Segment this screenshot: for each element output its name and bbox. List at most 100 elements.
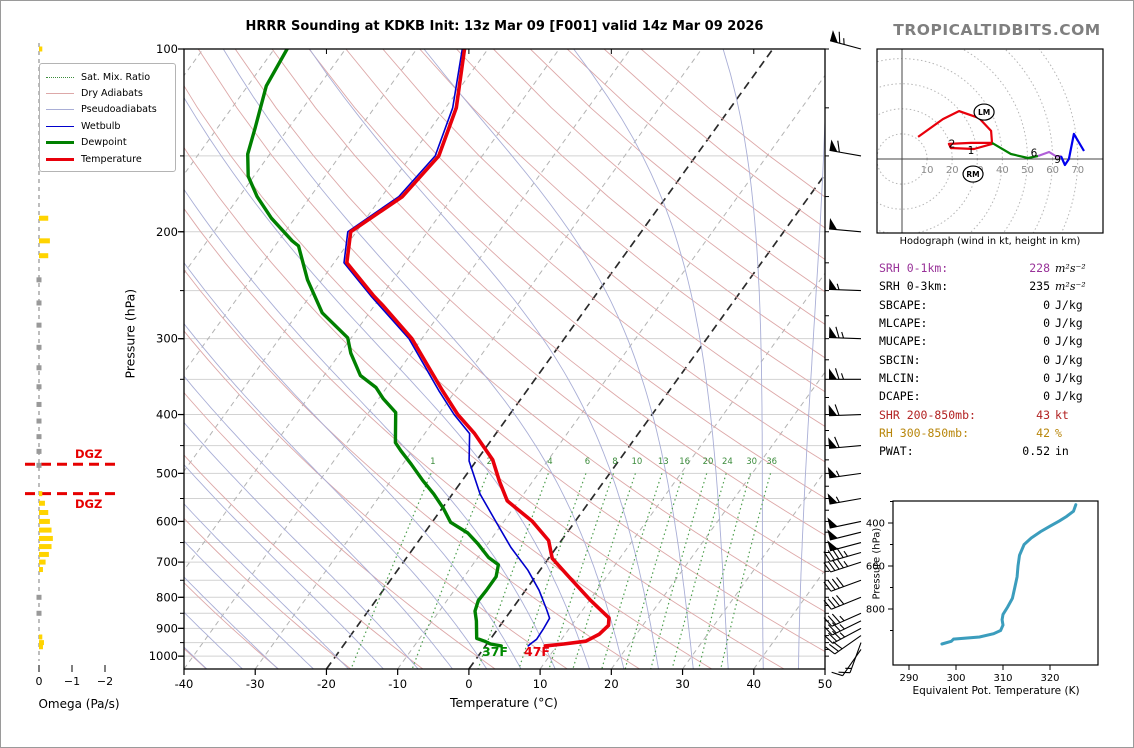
mixing-ratio-line [650, 473, 708, 669]
pseudoadiabat-line [184, 96, 590, 669]
legend-item: Dewpoint [46, 135, 169, 151]
temp-tick-label: 30 [675, 677, 690, 691]
stat-row: SBCIN: 0 J/kg [879, 350, 1107, 368]
pressure-tick-label: 500 [156, 466, 178, 480]
dry-adiabat-line [184, 582, 279, 669]
stat-row: SRH 0-3km: 235 m²s⁻² [879, 277, 1107, 295]
pressure-tick-label: 1000 [149, 649, 178, 663]
hodograph-ring-label: 10 [921, 165, 934, 176]
stat-value: 0 [1043, 334, 1050, 349]
left-mover-marker [973, 103, 995, 121]
stat-unit: kt [1055, 407, 1069, 422]
stat-unit: J/kg [1055, 389, 1083, 404]
pressure-tick-label: 200 [156, 225, 178, 239]
temp-tick-label: -40 [175, 677, 194, 691]
temperature-axis-label: Temperature (°C) [450, 695, 558, 710]
wind-barb [829, 368, 861, 380]
hodograph-trace-9-12km [1059, 132, 1085, 167]
pseudoadiabat-line [184, 375, 453, 669]
page-title: HRRR Sounding at KDKB Init: 13z Mar 09 [… [245, 19, 764, 34]
stat-label: SHR 200-850mb: [879, 407, 976, 422]
stats-panel: SRH 0-1km: 228 m²s⁻² SRH 0-3km: 235 m²s⁻² SBCA… [879, 259, 1107, 460]
stat-unit: J/kg [1055, 370, 1083, 385]
wind-barb [827, 540, 862, 552]
mixing-ratio-label: 24 [722, 457, 733, 467]
pseudoadiabat-line [798, 105, 825, 669]
pseudoadiabat-line [184, 421, 419, 669]
dgz-lower-label: DGZ [75, 497, 103, 511]
omega-bar [39, 238, 50, 244]
dry-adiabat-line [184, 454, 424, 669]
stat-unit: % [1055, 425, 1062, 440]
stat-label: MLCAPE: [879, 316, 928, 331]
stat-label: MUCAPE: [879, 334, 928, 349]
stat-label: RH 300-850mb: [879, 425, 970, 440]
mixing-ratio-label: 10 [631, 457, 642, 467]
hodograph-ring-label: 70 [1071, 165, 1084, 176]
pressure-tick-label: 600 [156, 514, 178, 528]
stat-row: MLCIN: 0 J/kg [879, 369, 1107, 387]
dry-adiabat-line [184, 392, 496, 669]
omega-bar [39, 527, 52, 533]
dry-adiabat-line [184, 330, 568, 669]
pressure-tick-label: 400 [156, 408, 178, 422]
hodograph-height-label: 6 [1031, 147, 1038, 159]
omega-bar [39, 634, 43, 640]
legend-line-sample [46, 157, 74, 161]
pressure-tick-label: 100 [156, 42, 178, 56]
mixing-ratio-line [350, 473, 432, 669]
thetae-y-tick-label: 600 [866, 562, 885, 573]
wind-barb [828, 436, 862, 449]
omega-bar [39, 253, 49, 259]
stat-label: PWAT: [879, 444, 914, 459]
legend-item-label: Wetbulb [81, 120, 121, 132]
stat-row: SRH 0-1km: 228 m²s⁻² [879, 259, 1107, 277]
stat-row: SBCAPE: 0 J/kg [879, 296, 1107, 314]
temp-tick-label: 20 [604, 677, 619, 691]
stat-unit: J/kg [1055, 297, 1083, 312]
mixing-ratio-line [477, 473, 549, 669]
pseudoadiabat-line [222, 49, 625, 669]
stat-unit: m²s⁻² [1055, 279, 1086, 293]
omega-nearzero-mark [36, 448, 42, 454]
legend-item: Wetbulb [46, 118, 169, 134]
wind-barb [827, 529, 862, 541]
stat-label: SBCIN: [879, 352, 921, 367]
omega-nearzero-mark [36, 344, 42, 350]
hodograph-height-label: 1 [968, 145, 975, 157]
omega-nearzero-mark [36, 277, 42, 283]
omega-bar [39, 215, 49, 221]
thetae-frame [892, 500, 1099, 666]
omega-bar [39, 510, 49, 516]
pseudoadiabat-line [184, 503, 349, 669]
legend-item-label: Pseudoadiabats [81, 104, 157, 116]
wind-barb [823, 620, 862, 636]
omega-nearzero-mark [36, 384, 42, 390]
omega-nearzero-mark [36, 462, 42, 468]
thetae-x-axis-label: Equivalent Pot. Temperature (K) [912, 685, 1080, 697]
omega-bar [39, 518, 50, 524]
temp-tick-label: -30 [246, 677, 265, 691]
omega-bar [39, 559, 46, 565]
wind-barb [823, 594, 862, 610]
isotherm-line [325, 49, 774, 669]
dry-adiabat-line [184, 84, 825, 653]
stat-value: 0 [1043, 389, 1050, 404]
omega-nearzero-mark [36, 401, 42, 407]
mixing-ratio-line [572, 473, 636, 669]
temp-tick-label: 50 [818, 677, 833, 691]
surface-temperature-value: 47F [524, 644, 550, 659]
legend-item-label: Dry Adiabats [81, 88, 143, 100]
temp-tick-label: -10 [388, 677, 407, 691]
stat-row: PWAT: 0.52 in [879, 442, 1107, 460]
legend-item-label: Sat. Mix. Ratio [81, 71, 151, 83]
isotherm-line [468, 172, 825, 669]
dry-adiabat-line [184, 207, 713, 669]
mixing-ratio-label: 6 [585, 457, 590, 467]
legend-line-sample [46, 93, 74, 95]
dgz-upper-label: DGZ [75, 447, 103, 461]
stat-row: SHR 200-850mb: 43 kt [879, 405, 1107, 423]
mixing-ratio-label: 13 [658, 457, 669, 467]
dry-adiabat-line [419, 49, 825, 393]
omega-nearzero-mark [36, 300, 42, 306]
